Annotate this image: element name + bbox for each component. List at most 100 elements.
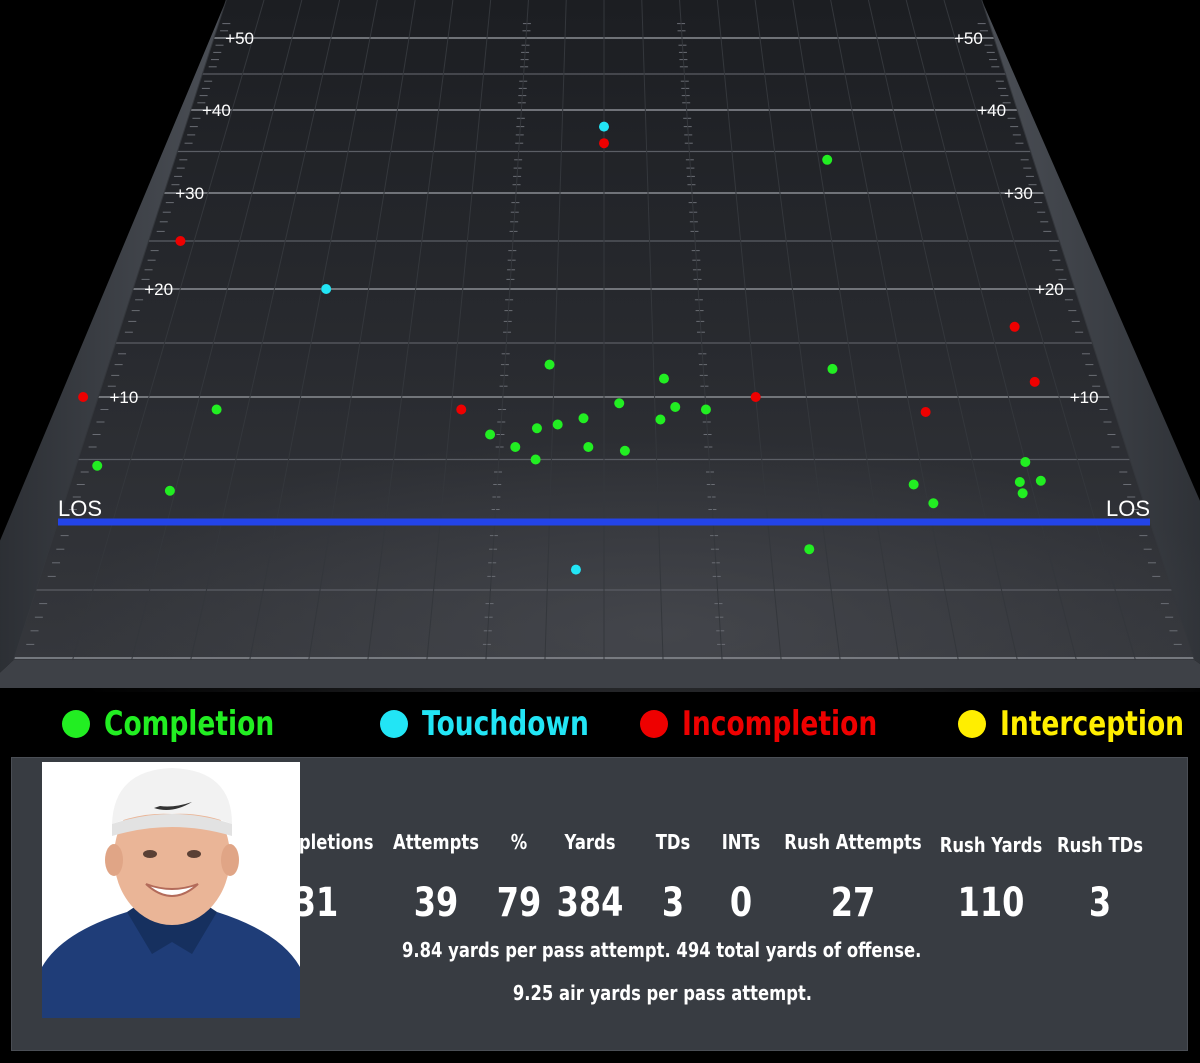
- point-touchdown: [321, 284, 332, 294]
- yard-label-left: +20: [144, 280, 173, 299]
- point-completion: [1020, 457, 1031, 467]
- point-completion: [510, 442, 521, 452]
- legend-label-interception: Interception: [1000, 704, 1185, 744]
- grid-line: [792, 0, 900, 661]
- grid-line: [867, 0, 1018, 661]
- point-completion: [614, 398, 625, 409]
- point-completion: [700, 404, 711, 415]
- stat-label-rush-attempts: Rush Attempts: [784, 830, 922, 854]
- field-front-edge: [0, 660, 1200, 688]
- stats-panel: Completions 31 Attempts 39 % 79 Yards 38…: [11, 757, 1188, 1051]
- point-completion: [485, 429, 496, 440]
- pass-chart-field: +10 +10 +20 +20 +30 +30 +40 +40 +50 +50 LOS LOS: [0, 0, 1200, 692]
- point-incompletion: [750, 392, 761, 402]
- point-completion: [655, 414, 666, 425]
- stat-value-rush-yards: 110: [957, 880, 1025, 926]
- stat-label-rush-yards: Rush Yards: [939, 833, 1043, 857]
- point-incompletion: [599, 138, 609, 149]
- yard-label-right: +10: [1070, 388, 1099, 407]
- grid-line: [72, 0, 265, 661]
- grid-line: [249, 0, 378, 661]
- point-completion: [928, 498, 939, 509]
- point-completion: [544, 359, 555, 370]
- point-completion: [822, 154, 833, 165]
- player-photo: [42, 762, 300, 1018]
- point-incompletion: [175, 236, 186, 246]
- grid-line: [367, 0, 454, 661]
- grid-line: [13, 0, 227, 661]
- yard-label-right: +40: [977, 101, 1006, 120]
- grid-line: [754, 0, 841, 661]
- grid-line: [485, 0, 529, 661]
- legend-dot-interception: [958, 710, 986, 738]
- yard-label-right: +30: [1004, 184, 1033, 203]
- yard-label-left: +30: [175, 184, 204, 203]
- legend-item-interception: Interception: [958, 695, 1200, 753]
- stat-value-tds: 3: [661, 880, 685, 926]
- point-completion: [211, 404, 222, 415]
- point-completion: [908, 479, 919, 490]
- note-line-1: 9.84 yards per pass attempt. 494 total y…: [402, 938, 922, 962]
- grid-line: [426, 0, 492, 661]
- point-completion: [619, 445, 630, 456]
- legend-label-touchdown: Touchdown: [422, 704, 589, 744]
- stat-label-rush-tds: Rush TDs: [1056, 833, 1144, 857]
- grid-line: [190, 0, 341, 661]
- note-yards-per-attempt: 9.84 yards per pass attempt. 494 total y…: [12, 938, 1187, 962]
- legend-item-touchdown: Touchdown: [380, 695, 636, 753]
- point-incompletion: [78, 392, 89, 402]
- point-incompletion: [920, 407, 931, 417]
- los-label-right: LOS: [1106, 496, 1150, 521]
- point-incompletion: [1029, 376, 1040, 387]
- stat-value-yards: 384: [556, 880, 624, 926]
- legend-dot-completion: [62, 710, 90, 738]
- grid-line: [905, 0, 1077, 661]
- legend-dot-incompletion: [640, 710, 668, 738]
- point-touchdown: [599, 121, 609, 132]
- grid-line: [308, 0, 416, 661]
- chart-legend: Completion Touchdown Incompletion Interc…: [0, 695, 1200, 753]
- point-completion: [827, 363, 838, 374]
- point-completion: [804, 544, 815, 555]
- yard-label-left: +50: [225, 29, 254, 48]
- legend-item-incompletion: Incompletion: [640, 695, 932, 753]
- grid-line: [981, 0, 1195, 661]
- note-line-2: 9.25 air yards per pass attempt.: [512, 981, 812, 1005]
- yard-label-right: +50: [954, 29, 983, 48]
- point-completion: [670, 402, 681, 412]
- stat-label-attempts: Attempts: [393, 830, 479, 854]
- point-completion: [552, 419, 563, 430]
- point-completion: [583, 442, 594, 452]
- grid-line: [830, 0, 959, 661]
- stat-value-percent: 79: [496, 880, 542, 926]
- stat-value-completions: 31: [293, 880, 339, 926]
- grid-line: [716, 0, 782, 661]
- legend-label-incompletion: Incompletion: [682, 704, 878, 744]
- grid-line: [679, 0, 723, 661]
- point-completion: [578, 413, 589, 424]
- stat-label-tds: TDs: [655, 830, 691, 854]
- stat-value-attempts: 39: [413, 880, 459, 926]
- legend-item-completion: Completion: [62, 695, 322, 753]
- stat-value-rush-attempts: 27: [830, 880, 876, 926]
- point-completion: [1035, 475, 1046, 486]
- point-completion: [658, 373, 669, 384]
- grid-line: [544, 0, 567, 661]
- point-completion: [164, 485, 175, 496]
- stat-label-ints: INTs: [721, 830, 761, 854]
- legend-label-completion: Completion: [104, 704, 275, 744]
- grid-line: [641, 0, 664, 661]
- yard-label-left: +40: [202, 101, 231, 120]
- stat-label-yards: Yards: [564, 830, 616, 854]
- point-touchdown: [570, 564, 581, 575]
- yard-label-left: +10: [109, 388, 138, 407]
- stat-label-completions: Completions: [258, 830, 374, 854]
- point-completion: [92, 460, 103, 471]
- point-incompletion: [456, 404, 467, 415]
- legend-dot-touchdown: [380, 710, 408, 738]
- note-air-yards: 9.25 air yards per pass attempt.: [12, 981, 1187, 1005]
- stat-value-ints: 0: [729, 880, 753, 926]
- grid-line: [131, 0, 303, 661]
- point-completion: [1017, 488, 1028, 499]
- point-completion: [531, 423, 542, 434]
